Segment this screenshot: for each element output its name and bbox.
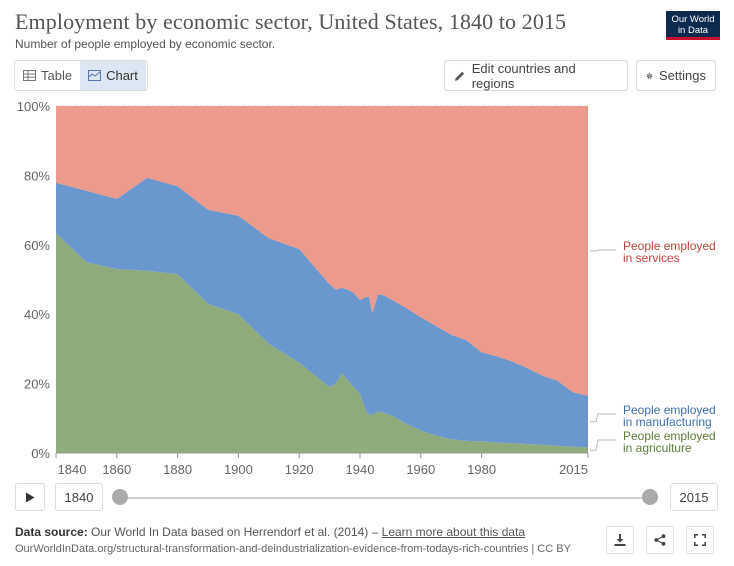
- y-tick-label: 60%: [24, 238, 50, 253]
- y-tick-label: 40%: [24, 307, 50, 322]
- start-year-box[interactable]: 1840: [55, 483, 103, 511]
- settings-button[interactable]: Settings: [636, 60, 716, 91]
- y-tick-label: 20%: [24, 377, 50, 392]
- end-year-box[interactable]: 2015: [670, 483, 718, 511]
- data-source-text: Our World In Data based on Herrendorf et…: [91, 525, 379, 539]
- owid-logo[interactable]: Our World in Data: [666, 11, 720, 40]
- manufacturing-area[interactable]: [56, 177, 588, 448]
- x-tick-label: 1900: [224, 462, 253, 477]
- agriculture-area[interactable]: [56, 233, 588, 453]
- chart-icon: [88, 70, 102, 81]
- tab-chart[interactable]: Chart: [80, 61, 146, 90]
- area-chart[interactable]: 0% 20% 40% 60% 80% 100% 1840 1860 1880 1900 1920 1…: [0, 0, 734, 480]
- x-tick-label: 2015: [559, 462, 588, 477]
- legend-connector: [590, 439, 616, 451]
- edit-countries-button[interactable]: Edit countries and regions: [444, 60, 628, 91]
- view-tabs: Table Chart: [14, 60, 148, 91]
- play-icon: [26, 492, 35, 502]
- y-tick-label: 100%: [17, 99, 51, 114]
- legend-connector: [590, 249, 616, 252]
- play-button[interactable]: [15, 483, 45, 511]
- tab-table-label: Table: [41, 68, 73, 83]
- legend-agriculture[interactable]: People employed in agriculture: [623, 429, 716, 455]
- logo-line-2: in Data: [677, 25, 709, 36]
- share-icon: [654, 534, 666, 546]
- logo-line-1: Our World: [671, 14, 715, 25]
- source-url[interactable]: OurWorldInData.org/structural-transforma…: [15, 543, 571, 555]
- gear-icon: [646, 72, 653, 79]
- x-tick-label: 1840: [58, 462, 87, 477]
- download-button[interactable]: [606, 526, 634, 554]
- x-tick-label: 1880: [163, 462, 192, 477]
- table-icon: [23, 70, 36, 81]
- tab-chart-label: Chart: [106, 68, 138, 83]
- legend-connector: [590, 413, 616, 423]
- y-tick-label: 80%: [24, 168, 50, 183]
- services-area[interactable]: [56, 106, 588, 396]
- x-tick-label: 1980: [467, 462, 496, 477]
- settings-label: Settings: [659, 68, 706, 83]
- share-button[interactable]: [646, 526, 674, 554]
- learn-more-link[interactable]: Learn more about this data: [381, 525, 526, 539]
- x-tick-label: 1940: [346, 462, 375, 477]
- chart-title: Employment by economic sector, United St…: [15, 9, 567, 34]
- legend-manufacturing[interactable]: People employed in manufacturing: [623, 403, 716, 429]
- data-source-label: Data source:: [15, 525, 88, 539]
- fullscreen-button[interactable]: [686, 526, 714, 554]
- chart-subtitle: Number of people employed by economic se…: [15, 37, 276, 51]
- download-icon: [614, 534, 626, 546]
- x-tick-label: 1960: [406, 462, 435, 477]
- tab-table[interactable]: Table: [15, 61, 80, 90]
- y-tick-label: 0%: [31, 446, 50, 461]
- x-tick-label: 1920: [285, 462, 314, 477]
- x-tick-label: 1860: [102, 462, 131, 477]
- edit-countries-label: Edit countries and regions: [471, 60, 576, 91]
- timeline-start-handle[interactable]: [112, 489, 128, 505]
- timeline-end-handle[interactable]: [642, 489, 658, 505]
- timeline-track[interactable]: [120, 497, 650, 499]
- legend-services[interactable]: People employed in services: [623, 239, 716, 265]
- expand-icon: [694, 534, 706, 546]
- data-source: Data source: Our World In Data based on …: [15, 525, 525, 539]
- pencil-icon: [454, 71, 465, 81]
